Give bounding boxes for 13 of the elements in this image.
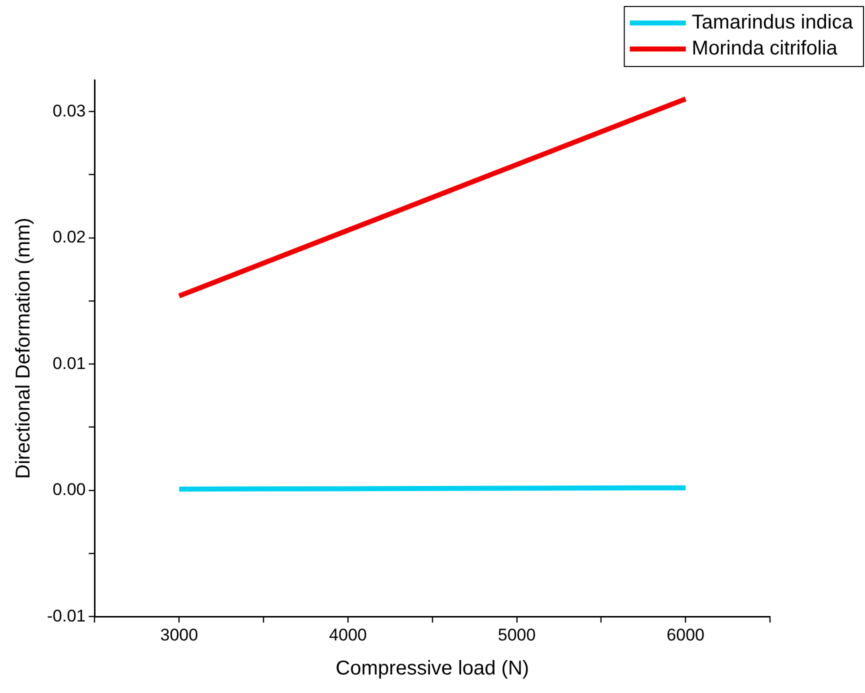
y-axis-title: Directional Deformation (mm): [12, 218, 35, 479]
x-axis-title: Compressive load (N): [336, 658, 530, 680]
y-tick-label: 0.03: [52, 101, 86, 120]
x-tick-label: 4000: [329, 625, 367, 644]
x-tick-label: 6000: [666, 625, 705, 644]
y-tick-label: 0.01: [52, 354, 86, 373]
legend-label: Tamarindus indica: [692, 12, 854, 34]
legend-label: Morinda citrifolia: [692, 38, 838, 60]
y-tick-label: 0.00: [52, 480, 86, 500]
y-tick-label: 0.02: [52, 228, 86, 247]
y-tick-label: -0.01: [47, 606, 86, 626]
x-tick-label: 5000: [498, 625, 536, 644]
x-tick-label: 3000: [160, 625, 198, 644]
